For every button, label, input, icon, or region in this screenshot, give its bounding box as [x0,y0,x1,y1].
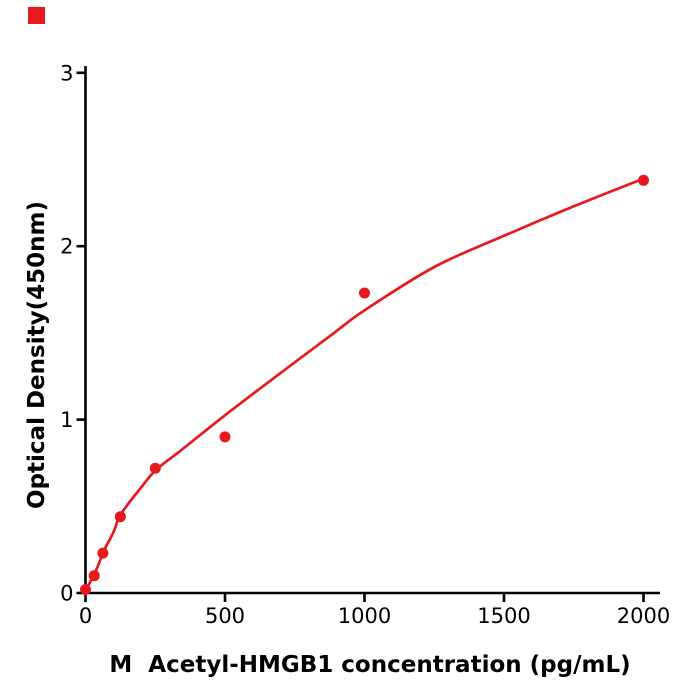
y-tick-label: 2 [60,235,73,259]
data-point [88,570,100,582]
data-point [638,174,649,186]
y-tick-label: 0 [60,582,73,606]
data-point [114,511,126,523]
fit-curve [84,177,645,593]
data-point [359,287,370,299]
x-tick-label: 500 [205,604,245,628]
x-axis-title: M Acetyl-HMGB1 concentration (pg/mL) [109,652,631,678]
x-tick-label: 1000 [338,604,391,628]
x-tick-label: 1500 [477,604,530,628]
y-axis-title: Optical Density(450nm) [14,0,60,700]
red-corner-marker [28,7,45,24]
y-tick-label: 3 [60,61,73,85]
data-point [80,584,91,595]
x-tick-label: 0 [79,604,92,628]
data-point [219,431,231,443]
x-tick-label: 2000 [617,604,670,628]
y-axis-title-text: Optical Density(450nm) [24,201,50,509]
y-tick-label: 1 [60,408,73,432]
data-point [97,547,109,559]
data-point [149,462,161,474]
